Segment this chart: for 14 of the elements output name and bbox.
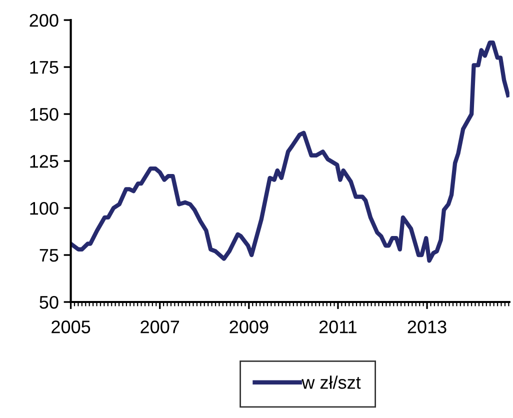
y-tick-label: 75 xyxy=(40,249,58,262)
y-tick-label: 50 xyxy=(40,296,58,309)
y-tick-label: 150 xyxy=(30,108,58,121)
y-tick-label: 175 xyxy=(30,61,58,74)
y-tick-label: 125 xyxy=(30,154,58,168)
x-tick-label: 2007 xyxy=(140,320,180,334)
y-tick-label: 200 xyxy=(30,14,58,27)
x-tick-label: 2013 xyxy=(408,320,446,334)
x-tick-label: 2009 xyxy=(230,320,268,334)
x-tick-label: 2011 xyxy=(319,320,357,334)
line-series xyxy=(70,40,510,263)
y-tick-label: 100 xyxy=(30,202,58,215)
x-tick-label: 2005 xyxy=(52,320,90,334)
legend-label: w zł/szt xyxy=(302,376,361,389)
